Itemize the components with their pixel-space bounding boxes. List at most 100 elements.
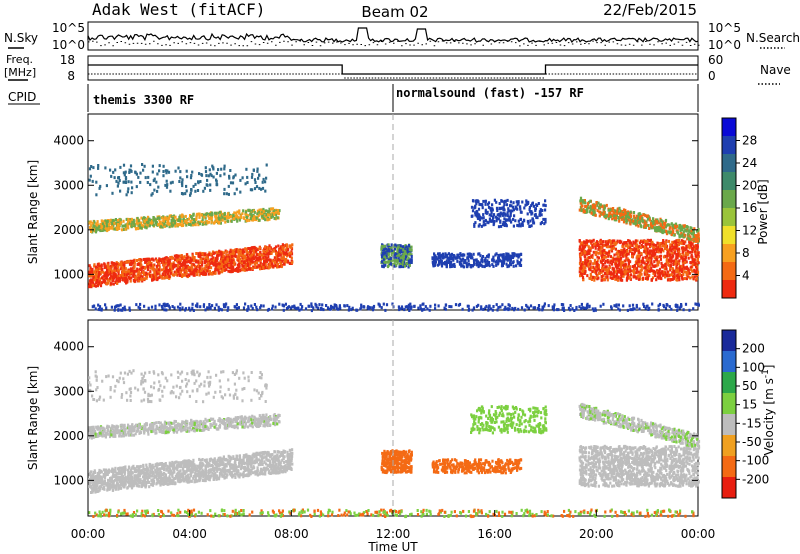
echo-dusk bbox=[615, 262, 618, 266]
echo-dusk-upper bbox=[629, 210, 632, 214]
echo-dawn bbox=[223, 262, 226, 266]
echo-dusk bbox=[588, 267, 591, 271]
echo-dawn bbox=[290, 256, 293, 260]
echo-dusk bbox=[670, 258, 673, 262]
echo-dawn bbox=[284, 259, 287, 263]
echo-dusk bbox=[623, 266, 626, 270]
echo-upper bbox=[198, 212, 201, 216]
echo-sparse bbox=[139, 180, 142, 184]
echo-afternoon bbox=[511, 261, 514, 265]
echo-upper bbox=[273, 216, 276, 220]
echo-dawn bbox=[247, 251, 250, 255]
echo-sparse bbox=[90, 165, 93, 168]
echo-upper bbox=[99, 229, 102, 233]
echo-upper bbox=[207, 220, 210, 224]
echo-dawn bbox=[102, 277, 105, 281]
echo-dawn bbox=[118, 263, 121, 267]
echo-dusk bbox=[684, 266, 687, 270]
echo-dusk bbox=[623, 241, 626, 245]
freq-tick-right-bottom: 0 bbox=[708, 69, 716, 83]
echo-dawn bbox=[200, 258, 203, 262]
echo-upper-afternoon bbox=[499, 220, 502, 224]
echo-dawn bbox=[279, 247, 282, 250]
echo-noon bbox=[405, 245, 408, 249]
echo-dusk bbox=[659, 242, 662, 245]
echo-sparse bbox=[184, 192, 187, 196]
echo-dawn bbox=[235, 248, 238, 252]
cpid-label: CPID bbox=[8, 90, 36, 104]
echo-afternoon bbox=[518, 254, 521, 258]
echo-dusk-upper bbox=[632, 211, 636, 214]
echo-dawn bbox=[278, 249, 281, 253]
echo-upper bbox=[115, 226, 118, 230]
echo-sparse bbox=[149, 183, 152, 187]
echo-upper bbox=[194, 221, 197, 225]
echo-dawn bbox=[132, 278, 135, 282]
echo-sparse bbox=[229, 181, 233, 185]
echo-afternoon bbox=[437, 256, 440, 260]
echo-upper bbox=[134, 227, 138, 231]
echo-upper-afternoon bbox=[544, 217, 547, 221]
echo-dusk-upper bbox=[598, 210, 601, 214]
echo-dawn bbox=[245, 268, 248, 272]
echo-dawn bbox=[193, 256, 196, 259]
echo-upper bbox=[162, 219, 165, 223]
echo-dusk bbox=[650, 256, 653, 260]
echo-dusk bbox=[595, 242, 598, 246]
echo-dawn bbox=[99, 272, 102, 276]
echo-dawn bbox=[238, 252, 241, 256]
echo-dawn bbox=[149, 274, 152, 278]
echo-dawn bbox=[203, 272, 206, 275]
echo-dawn bbox=[146, 265, 150, 269]
echo-upper bbox=[90, 230, 93, 233]
echo-noon bbox=[385, 247, 388, 251]
echo-dusk bbox=[606, 251, 609, 255]
echo-upper bbox=[246, 216, 249, 220]
echo-noon bbox=[396, 250, 399, 253]
echo-dusk bbox=[675, 244, 678, 247]
echo-dawn bbox=[147, 261, 151, 265]
echo-dusk-upper bbox=[682, 230, 685, 234]
echo-dawn bbox=[208, 251, 211, 255]
echo-sparse bbox=[131, 186, 134, 190]
echo-dusk bbox=[684, 251, 687, 255]
echo-afternoon bbox=[440, 264, 444, 268]
echo-dusk bbox=[687, 244, 690, 247]
echo-dusk-upper bbox=[626, 211, 629, 215]
echo-dusk bbox=[658, 255, 661, 259]
echo-dusk-upper bbox=[687, 232, 690, 236]
echo-dawn bbox=[267, 265, 270, 269]
echo-dusk bbox=[676, 270, 679, 273]
echo-dusk-upper bbox=[579, 196, 583, 200]
echo-dusk bbox=[587, 264, 590, 268]
echo-dusk bbox=[655, 264, 658, 268]
echo-upper bbox=[247, 208, 250, 212]
echo-dusk bbox=[678, 278, 681, 282]
echo-dawn bbox=[276, 256, 279, 259]
echo-dawn bbox=[110, 269, 113, 273]
echo-dawn bbox=[249, 267, 252, 271]
echo-dusk bbox=[626, 265, 629, 269]
power-data bbox=[88, 163, 700, 313]
echo-sparse bbox=[105, 184, 108, 188]
echo-sparse bbox=[116, 184, 119, 188]
echo-upper bbox=[218, 210, 221, 214]
echo-noon bbox=[397, 246, 400, 250]
echo-dusk bbox=[584, 260, 587, 264]
echo-dawn bbox=[212, 263, 215, 267]
echo-dawn bbox=[287, 260, 290, 264]
echo-upper bbox=[193, 218, 196, 221]
echo-dusk bbox=[601, 240, 604, 244]
echo-dusk-upper bbox=[648, 218, 651, 222]
echo-upper-afternoon bbox=[528, 205, 531, 209]
echo-dawn bbox=[207, 263, 210, 267]
echo-dawn bbox=[106, 263, 109, 267]
echo-dusk bbox=[659, 257, 662, 261]
echo-dawn bbox=[284, 252, 287, 256]
echo-dawn bbox=[280, 265, 283, 269]
echo-dawn bbox=[161, 257, 165, 261]
echo-dusk bbox=[652, 252, 655, 255]
echo-dusk-upper bbox=[667, 230, 670, 234]
echo-dawn bbox=[171, 273, 174, 277]
echo-upper bbox=[234, 214, 237, 218]
